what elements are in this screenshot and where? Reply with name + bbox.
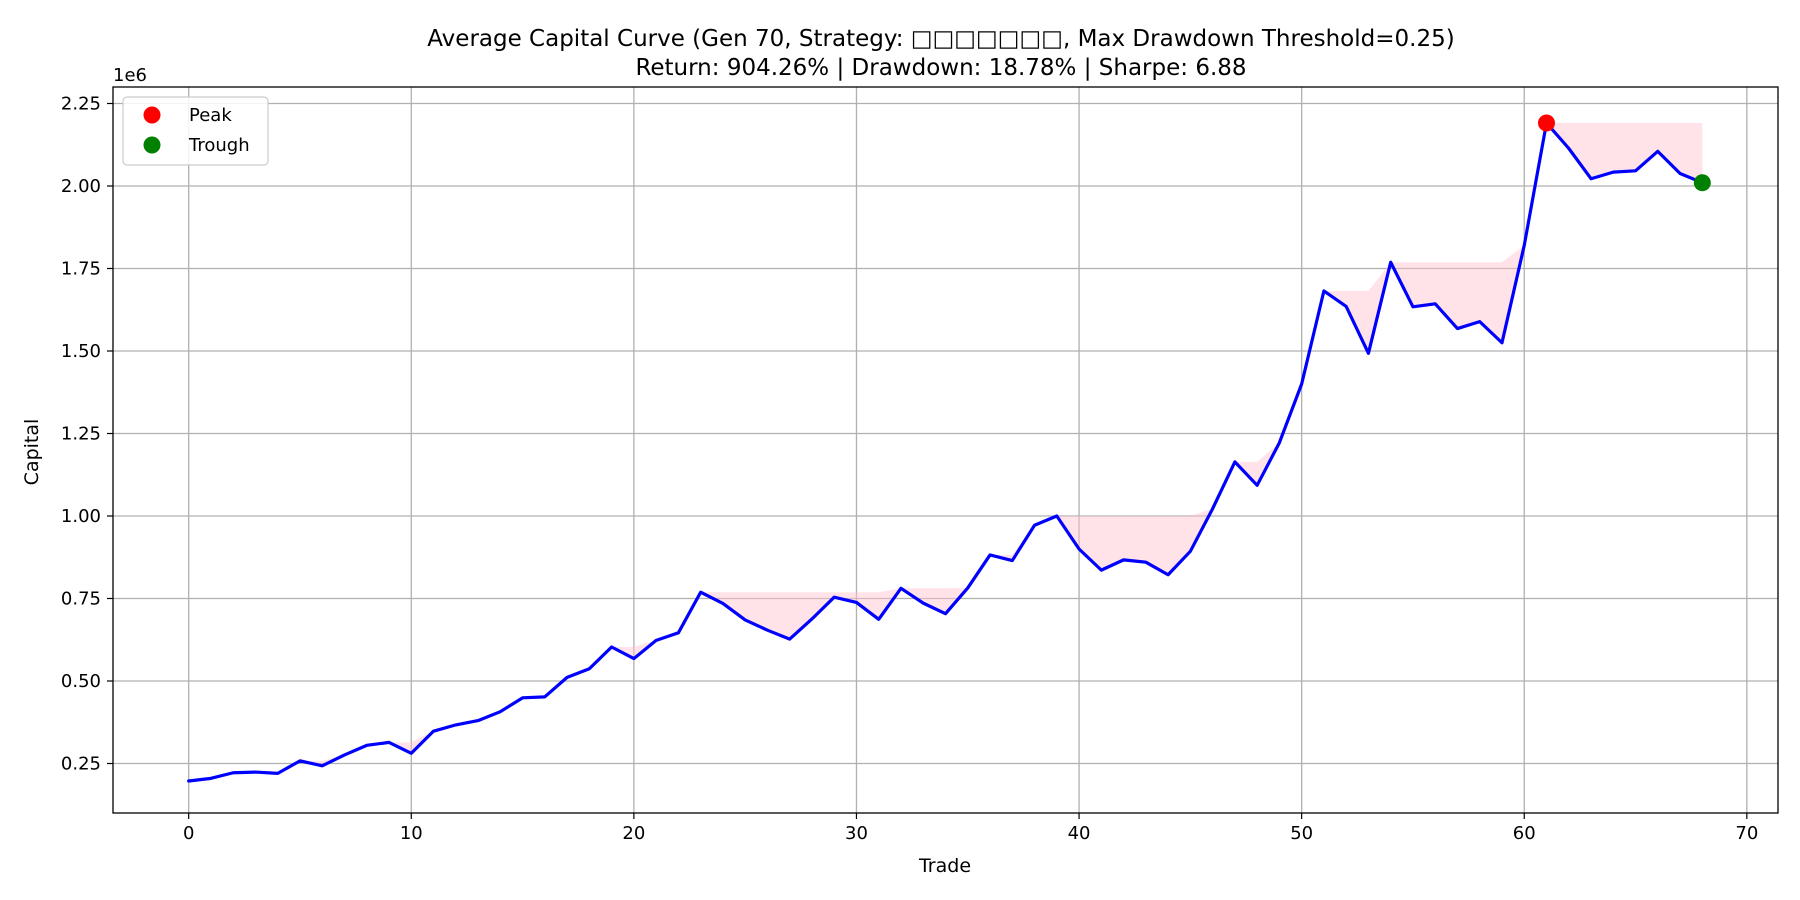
x-tick-label: 10 [400, 823, 423, 844]
peak-marker [1538, 114, 1556, 132]
x-tick-label: 60 [1513, 823, 1536, 844]
x-tick-label: 30 [845, 823, 868, 844]
marker-layer [1538, 114, 1711, 192]
trough-marker [1693, 174, 1711, 192]
capital-series-line [187, 121, 1704, 783]
legend-peak-label: Peak [189, 105, 232, 126]
y-tick-label: 1.75 [61, 259, 101, 280]
y-tick-label: 2.25 [61, 94, 101, 115]
y-tick-label: 0.75 [61, 589, 101, 610]
x-tick-label: 20 [622, 823, 645, 844]
legend-trough-marker [143, 136, 161, 154]
y-tick-label: 0.25 [61, 754, 101, 775]
x-axis-label: Trade [918, 855, 971, 877]
y-tick-label: 1.25 [61, 424, 101, 445]
legend-trough-label: Trough [188, 135, 250, 156]
drawdown-fill-layer [188, 122, 1703, 781]
y-tick-label: 2.00 [61, 176, 101, 197]
grid-lines [113, 87, 1778, 813]
x-tick-label: 0 [183, 823, 194, 844]
y-axis-label: Capital [21, 419, 43, 486]
x-tick-label: 40 [1068, 823, 1091, 844]
series-line-layer [187, 121, 1704, 783]
drawdown-area [188, 122, 1703, 781]
chart-title: Average Capital Curve (Gen 70, Strategy:… [427, 26, 1454, 52]
legend: Peak Trough [122, 96, 269, 166]
y-tick-label: 1.50 [61, 341, 101, 362]
legend-peak-marker [143, 106, 161, 124]
y-tick-label: 1.00 [61, 506, 101, 527]
plot-frame [112, 86, 1779, 814]
tick-layer: 0 10 20 30 40 50 60 70 0.25 0.50 0.75 1.00 1.25 1.50 1… [61, 94, 1758, 845]
chart-subtitle: Return: 904.26% | Drawdown: 18.78% | Sha… [635, 55, 1246, 81]
y-tick-label: 0.50 [61, 671, 101, 692]
x-tick-label: 50 [1290, 823, 1313, 844]
y-offset-label: 1e6 [113, 65, 147, 86]
x-tick-label: 70 [1735, 823, 1758, 844]
